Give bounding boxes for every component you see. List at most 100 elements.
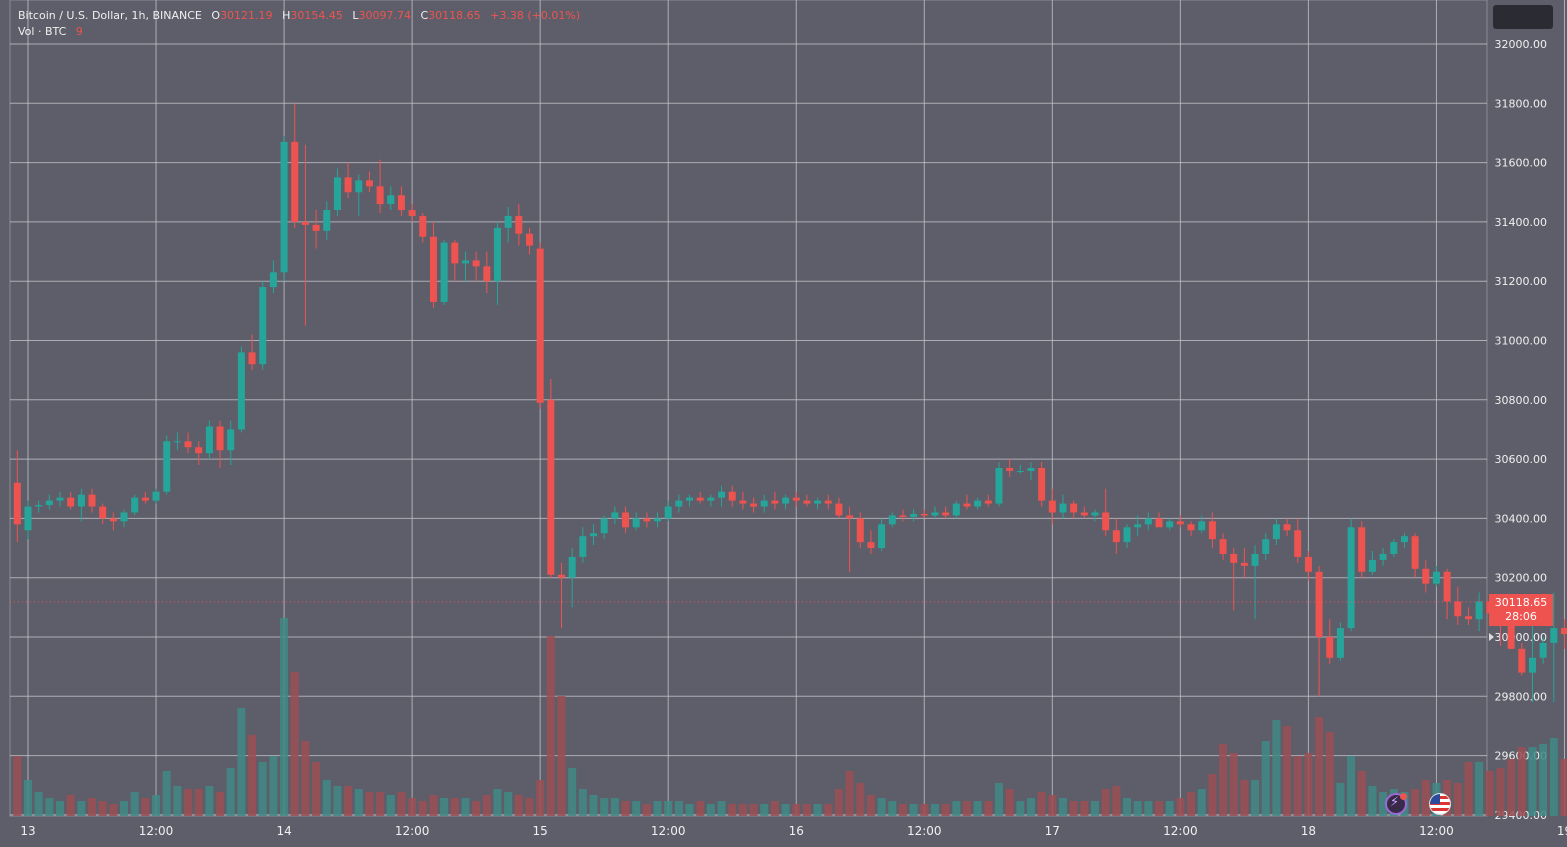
candle-body (824, 500, 832, 504)
volume-bar (1187, 792, 1196, 816)
volume-bar (813, 804, 822, 816)
volume-bar (1315, 717, 1324, 816)
x-tick-label: 12:00 (651, 824, 686, 838)
volume-bar (685, 804, 694, 816)
candle-body (1251, 553, 1259, 566)
candle-body (1454, 601, 1462, 617)
volume-bar (642, 804, 651, 816)
volume-bar (1528, 747, 1537, 816)
volume-bar (45, 798, 54, 816)
volume-bar (1229, 753, 1238, 816)
candle-body (718, 491, 726, 498)
candle-body (910, 513, 918, 517)
volume-bar (1208, 774, 1217, 816)
candle-body (515, 215, 523, 234)
volume-bar (1219, 744, 1228, 816)
candle-body (568, 556, 576, 578)
flag-stripe (1430, 808, 1450, 811)
volume-bar (568, 768, 577, 816)
volume-bar (482, 795, 491, 816)
candle-body (867, 542, 875, 549)
candle-body (1390, 542, 1398, 554)
volume-bar (216, 792, 225, 816)
x-tick-label: 19 (1557, 824, 1567, 838)
volume-bar (1133, 801, 1142, 816)
candle-body (1155, 518, 1163, 528)
volume-bar (120, 801, 129, 816)
y-tick-label: 30800.00 (1495, 394, 1548, 407)
legend-close-label: C (420, 9, 429, 22)
volume-bar (792, 804, 801, 816)
candle-body (88, 494, 96, 507)
volume-bar (1453, 783, 1462, 816)
flag-icon[interactable] (1429, 793, 1451, 815)
candle-body (750, 503, 758, 507)
y-tick-label: 31200.00 (1495, 275, 1548, 288)
volume-bar (1411, 789, 1420, 816)
volume-bar (674, 801, 683, 816)
volume-bar (717, 801, 726, 816)
volume-bar (13, 756, 22, 816)
volume-bar (1251, 780, 1260, 816)
candle-body (931, 512, 939, 516)
volume-bar (280, 618, 289, 816)
volume-bar (610, 798, 619, 816)
candle-body (237, 352, 245, 430)
candle-body (1315, 571, 1323, 637)
legend-ohlc-row: Bitcoin / U.S. Dollar, 1h, BINANCE O3012… (18, 8, 580, 24)
last-price-tag: 30118.65 28:06 (1489, 594, 1553, 626)
candle-body (675, 500, 683, 507)
candle-body (1038, 467, 1046, 501)
toolbar-box[interactable] (1493, 5, 1553, 29)
candle-body (1208, 521, 1216, 540)
chart-legend: Bitcoin / U.S. Dollar, 1h, BINANCE O3012… (18, 8, 580, 40)
candle-body (1283, 524, 1291, 531)
volume-bar (962, 801, 971, 816)
candle-body (45, 500, 53, 506)
candle-body (1123, 527, 1131, 543)
candle-body (269, 272, 277, 288)
candle-body (1262, 539, 1270, 554)
candle-body (120, 512, 128, 522)
volume-bar (1037, 792, 1046, 816)
candle-body (1539, 642, 1547, 658)
volume-bar (514, 795, 523, 816)
volume-bar (312, 762, 321, 816)
volume-bar (1048, 795, 1057, 816)
candle-body (333, 177, 341, 211)
y-tick-label: 30600.00 (1495, 453, 1548, 466)
candle-body (888, 515, 896, 525)
candle-body (67, 497, 75, 507)
candle-body (355, 180, 363, 193)
volume-bar (1475, 762, 1484, 816)
volume-bar (322, 780, 331, 816)
volume-bar (557, 696, 566, 816)
candle-body (1176, 521, 1184, 525)
volume-bar (845, 771, 854, 816)
volume-bar (1507, 759, 1516, 816)
volume-bar (440, 798, 449, 816)
candle-body (782, 497, 790, 504)
candle-body (1528, 657, 1536, 673)
bolt-icon[interactable] (1385, 793, 1407, 815)
candle-body (131, 497, 139, 513)
volume-bar (1549, 738, 1558, 816)
candle-body (1304, 556, 1312, 572)
volume-bar (162, 771, 171, 816)
candle-body (846, 515, 854, 519)
volume-bar (1496, 768, 1505, 816)
volume-bar (1197, 789, 1206, 816)
candle-body (99, 506, 107, 519)
volume-bar (749, 804, 758, 816)
volume-bar (888, 801, 897, 816)
candle-body (536, 248, 544, 403)
candle-body (1112, 530, 1120, 543)
candle-body (1326, 637, 1334, 658)
volume-bar (1016, 801, 1025, 816)
candle-body (77, 494, 85, 507)
volume-bar (1517, 747, 1526, 816)
volume-bar (621, 801, 630, 816)
candle-body (376, 186, 384, 205)
